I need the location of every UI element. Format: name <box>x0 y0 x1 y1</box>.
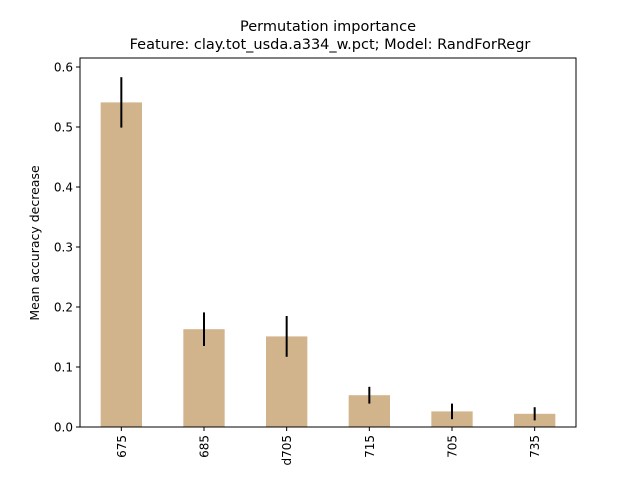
x-tick-label: d705 <box>280 435 294 466</box>
x-tick-label: 715 <box>363 435 377 458</box>
y-tick-label: 0.3 <box>54 241 73 255</box>
chart-subtitle: Feature: clay.tot_usda.a334_w.pct; Model… <box>130 37 531 53</box>
y-tick-label: 0.4 <box>54 181 73 195</box>
y-tick-label: 0.5 <box>54 121 73 135</box>
plot-frame <box>79 57 577 428</box>
y-tick-label: 0.6 <box>54 61 73 75</box>
y-axis-label: Mean accuracy decrease <box>27 165 42 321</box>
x-tick-label: 685 <box>198 435 212 458</box>
bar-675 <box>100 102 142 428</box>
y-tick-label: 0.1 <box>54 361 73 375</box>
x-tick-label: 705 <box>446 435 460 458</box>
x-tick-label: 735 <box>528 435 542 458</box>
y-tick-label: 0.2 <box>54 301 73 315</box>
y-tick-label: 0.0 <box>54 421 73 435</box>
chart-title: Permutation importance <box>240 19 416 35</box>
x-tick-label: 675 <box>115 435 129 458</box>
plot-area: 0.0 0.1 0.2 0.3 0.4 0.5 0.6 675 685 d705 715 705 735 <box>54 57 577 466</box>
